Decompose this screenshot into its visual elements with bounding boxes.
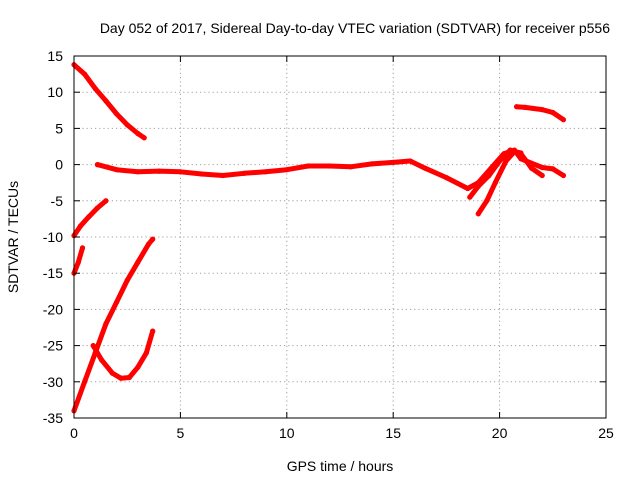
series-arc-h <box>71 236 156 414</box>
data-point <box>241 170 247 176</box>
data-point <box>220 172 226 179</box>
data-point <box>518 150 524 156</box>
data-point <box>94 205 100 211</box>
tick-marks <box>73 55 607 419</box>
x-tick-labels: 0 5 10 15 20 25 <box>70 425 614 441</box>
data-point <box>503 158 509 164</box>
data-point <box>560 117 567 123</box>
series-arc-i <box>90 328 156 381</box>
series-arc-c <box>467 147 545 200</box>
x-tick-label: 0 <box>70 425 78 441</box>
data-point <box>124 277 130 283</box>
y-tick-label: -35 <box>43 410 63 426</box>
data-point <box>560 172 567 179</box>
data-point <box>443 175 449 181</box>
data-point <box>94 162 100 168</box>
data-point <box>109 370 115 376</box>
data-point <box>497 158 503 164</box>
data-point <box>514 104 520 110</box>
data-point <box>422 165 428 171</box>
y-tick-label: 10 <box>47 84 63 100</box>
grid-lines <box>74 56 606 418</box>
y-tick-label: -15 <box>43 265 63 281</box>
data-point <box>484 198 490 204</box>
data-point <box>135 259 141 265</box>
data-point <box>77 223 83 229</box>
data-point <box>143 350 149 356</box>
y-tick-label: -5 <box>51 193 64 209</box>
data-point <box>141 135 147 141</box>
data-point <box>126 374 132 381</box>
data-point <box>528 165 535 171</box>
data-point <box>465 185 471 192</box>
data-point <box>348 164 354 170</box>
data-point <box>550 166 556 172</box>
data-point <box>539 164 545 171</box>
data-point <box>135 364 141 370</box>
data-point <box>114 167 120 173</box>
x-axis-label: GPS time / hours <box>287 458 394 474</box>
y-tick-labels: 15 10 5 0 -5 -10 -15 -20 -25 -30 -35 <box>43 48 63 426</box>
y-axis-label: SDTVAR / TECUs <box>5 181 21 293</box>
data-point <box>135 130 141 137</box>
y-tick-label: -25 <box>43 338 63 354</box>
data-point <box>475 183 481 189</box>
data-point <box>86 214 92 220</box>
data-point <box>150 236 156 242</box>
y-tick-label: -10 <box>43 229 63 245</box>
data-point <box>92 86 98 92</box>
data-point <box>75 259 81 265</box>
data-point <box>284 167 290 173</box>
data-point <box>369 161 375 167</box>
data-point <box>82 71 88 77</box>
data-point <box>262 169 269 175</box>
y-tick-label: 5 <box>55 120 63 136</box>
data-point <box>103 321 109 327</box>
data-point <box>467 194 473 200</box>
data-point <box>390 159 396 165</box>
x-tick-label: 25 <box>598 425 614 441</box>
data-point <box>118 375 124 381</box>
x-tick-label: 5 <box>177 425 185 441</box>
data-point <box>177 169 183 175</box>
data-point <box>114 299 120 305</box>
data-point <box>150 328 156 334</box>
y-tick-label: -20 <box>43 301 63 317</box>
data-point <box>145 241 152 247</box>
data-point <box>492 180 498 186</box>
data-point <box>539 172 545 179</box>
series-layer <box>71 62 567 414</box>
y-tick-label: 0 <box>55 157 63 173</box>
data-point <box>539 107 545 113</box>
data-point <box>156 168 162 174</box>
data-point <box>305 163 311 169</box>
data-point <box>522 104 528 110</box>
x-tick-label: 20 <box>492 425 508 441</box>
data-point <box>103 98 109 104</box>
x-tick-label: 15 <box>385 425 401 441</box>
data-point <box>199 171 205 177</box>
data-point <box>90 343 96 349</box>
chart-title: Day 052 of 2017, Sidereal Day-to-day VTE… <box>100 20 610 36</box>
x-tick-label: 10 <box>279 425 295 441</box>
data-point <box>82 379 88 385</box>
data-point <box>79 245 86 251</box>
y-tick-label: -30 <box>43 374 63 390</box>
data-point <box>486 172 492 179</box>
data-point <box>103 198 109 204</box>
data-point <box>550 109 556 116</box>
data-point <box>99 357 105 363</box>
data-point <box>326 163 332 169</box>
data-point <box>475 211 481 217</box>
y-tick-label: 15 <box>47 48 63 64</box>
data-point <box>114 111 120 117</box>
data-point <box>407 158 413 164</box>
data-point <box>511 149 518 155</box>
data-point <box>124 122 130 128</box>
data-point <box>135 169 141 175</box>
